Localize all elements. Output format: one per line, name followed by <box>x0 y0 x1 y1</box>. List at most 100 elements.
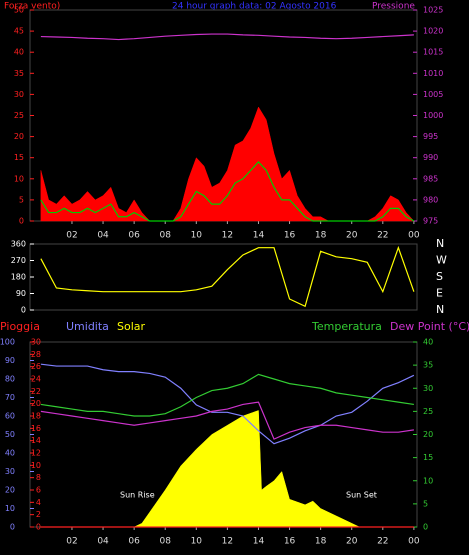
x-tick-label: 00 <box>408 537 420 547</box>
y-tick-label: 10 <box>5 504 15 513</box>
x-tick-label: 20 <box>346 537 358 547</box>
y2-tick-label: 980 <box>423 195 438 204</box>
series-label: Pioggia <box>0 320 40 333</box>
compass-label: S <box>436 270 443 283</box>
series-label: Temperatura <box>311 320 382 333</box>
y-tick-label: 35 <box>14 69 24 78</box>
y3-tick-label: 12 <box>31 449 41 458</box>
y3-tick-label: 18 <box>31 412 41 421</box>
series-line <box>40 161 415 222</box>
y3-tick-label: 26 <box>31 362 41 371</box>
y3-tick-label: 8 <box>36 473 41 482</box>
y-tick-label: 90 <box>16 289 26 298</box>
y-tick-label: 40 <box>5 449 15 458</box>
y-tick-label: 60 <box>5 412 15 421</box>
y2-tick-label: 35 <box>423 361 433 370</box>
series-line <box>40 401 414 440</box>
x-tick-label: 04 <box>97 231 109 241</box>
y2-tick-label: 1005 <box>423 90 443 99</box>
y3-tick-label: 28 <box>31 350 41 359</box>
x-tick-label: 04 <box>97 537 109 547</box>
y2-tick-label: 20 <box>423 430 433 439</box>
x-tick-label: 08 <box>159 537 171 547</box>
y3-tick-label: 6 <box>36 486 41 495</box>
y-tick-label: 5 <box>19 195 24 204</box>
x-tick-label: 18 <box>315 537 327 547</box>
compass-label: E <box>436 287 443 300</box>
y-tick-label: 0 <box>21 306 26 315</box>
y-tick-label: 30 <box>14 90 24 99</box>
y2-tick-label: 10 <box>423 476 433 485</box>
y-tick-label: 90 <box>5 356 15 365</box>
series-label: Solar <box>117 320 146 333</box>
y-tick-label: 360 <box>11 240 26 249</box>
y-tick-label: 70 <box>5 393 15 402</box>
y3-tick-label: 4 <box>36 498 41 507</box>
y3-tick-label: 2 <box>36 510 41 519</box>
y2-tick-label: 1010 <box>423 69 443 78</box>
x-tick-label: 02 <box>66 537 77 547</box>
x-tick-label: 00 <box>408 231 420 241</box>
y2-tick-label: 995 <box>423 132 438 141</box>
y-tick-label: 15 <box>14 153 24 162</box>
y3-tick-label: 24 <box>31 375 41 384</box>
series-line <box>40 33 414 41</box>
y2-tick-label: 1020 <box>423 27 443 36</box>
pressure-axis-label: Pressione <box>372 2 415 12</box>
y-tick-label: 45 <box>14 27 24 36</box>
y-tick-label: 40 <box>14 48 24 57</box>
x-tick-label: 14 <box>253 537 265 547</box>
chart-title: 24 hour graph data: 02 Agosto 2016 <box>172 2 337 12</box>
y-tick-label: 270 <box>11 256 26 265</box>
x-tick-label: 22 <box>377 231 388 241</box>
compass-label: N <box>436 237 444 250</box>
y-tick-label: 30 <box>5 467 15 476</box>
y2-tick-label: 30 <box>423 384 433 393</box>
x-tick-label: 14 <box>253 231 265 241</box>
series-line <box>40 363 415 445</box>
y-tick-label: 50 <box>5 430 15 439</box>
series-line <box>40 245 415 308</box>
y3-tick-label: 20 <box>31 399 41 408</box>
y2-tick-label: 1015 <box>423 48 443 57</box>
x-tick-label: 16 <box>284 231 296 241</box>
series-label: Dew Point (°C) <box>390 320 469 333</box>
y2-tick-label: 15 <box>423 453 433 462</box>
y2-tick-label: 975 <box>423 217 438 226</box>
y-tick-label: 50 <box>14 6 24 15</box>
x-tick-label: 20 <box>346 231 358 241</box>
y-tick-label: 0 <box>19 217 24 226</box>
y-tick-label: 10 <box>14 174 24 183</box>
y2-tick-label: 5 <box>423 499 428 508</box>
y-tick-label: 25 <box>14 111 24 120</box>
wind-axis-label: Forza vento) <box>4 2 60 12</box>
x-tick-label: 08 <box>159 231 171 241</box>
y3-tick-label: 10 <box>31 461 41 470</box>
x-tick-label: 18 <box>315 231 327 241</box>
y3-tick-label: 0 <box>36 523 41 532</box>
series-area <box>40 410 414 528</box>
x-tick-label: 12 <box>222 537 233 547</box>
x-tick-label: 16 <box>284 537 296 547</box>
x-tick-label: 10 <box>191 231 203 241</box>
y2-tick-label: 1000 <box>423 111 443 120</box>
y-tick-label: 20 <box>14 132 24 141</box>
compass-label: N <box>436 303 444 316</box>
y2-tick-label: 25 <box>423 407 433 416</box>
x-tick-label: 12 <box>222 231 233 241</box>
y2-tick-label: 1025 <box>423 6 443 15</box>
series-label: Umidita <box>66 320 109 333</box>
annotation: Sun Rise <box>120 491 155 500</box>
annotation: Sun Set <box>346 491 377 500</box>
x-tick-label: 22 <box>377 537 388 547</box>
y-tick-label: 100 <box>0 338 15 347</box>
x-tick-label: 06 <box>128 231 140 241</box>
x-tick-label: 02 <box>66 231 77 241</box>
compass-label: W <box>436 254 447 267</box>
y-tick-label: 80 <box>5 375 15 384</box>
y2-tick-label: 40 <box>423 338 433 347</box>
y-tick-label: 180 <box>11 273 26 282</box>
y-tick-label: 20 <box>5 486 15 495</box>
